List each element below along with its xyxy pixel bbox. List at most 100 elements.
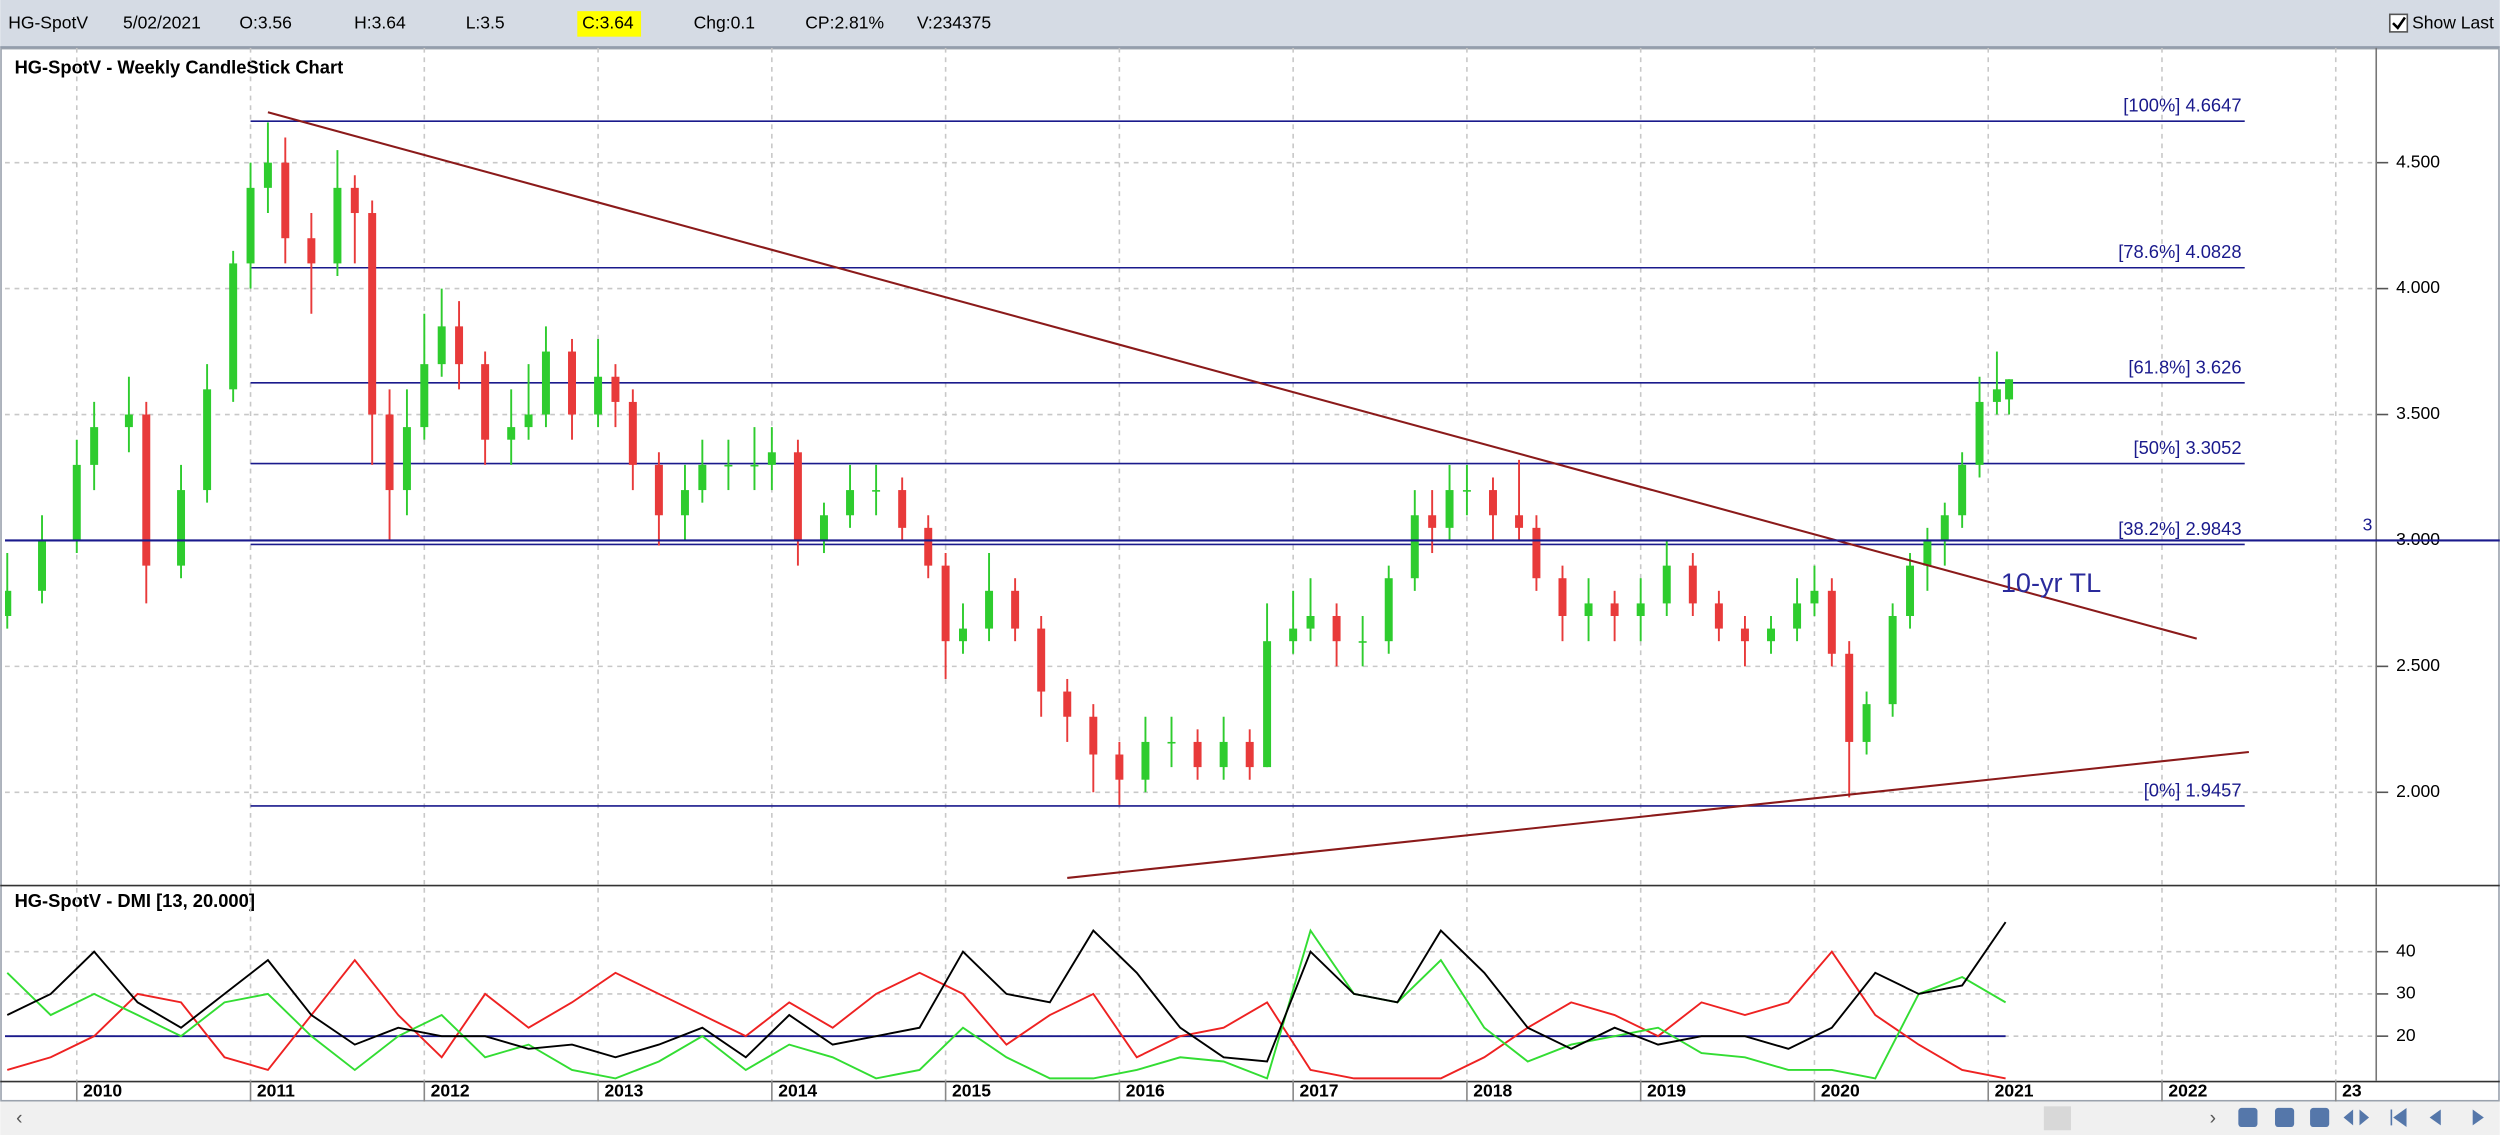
candle-body bbox=[307, 238, 316, 264]
change: Chg:0.1 bbox=[694, 13, 755, 33]
x-tick-label: 2012 bbox=[431, 1081, 470, 1101]
fib-label: [78.6%] 4.0828 bbox=[2118, 241, 2241, 262]
candle-body bbox=[680, 490, 689, 516]
fit-button[interactable] bbox=[2343, 1109, 2370, 1126]
candle-body bbox=[1662, 565, 1671, 604]
candle-body bbox=[368, 213, 377, 415]
candle-body bbox=[1167, 741, 1176, 744]
fib-label: [38.2%] 2.9843 bbox=[2118, 518, 2241, 539]
fib-label: [0%] 1.9457 bbox=[2144, 779, 2242, 800]
prev-button[interactable] bbox=[2429, 1109, 2441, 1126]
candle-body bbox=[1358, 641, 1367, 643]
scroll-left[interactable]: ‹ bbox=[16, 1108, 22, 1129]
candle-body bbox=[229, 263, 238, 390]
candle-body bbox=[1428, 515, 1437, 528]
zoom-button[interactable] bbox=[2275, 1107, 2295, 1128]
close: C:3.64 bbox=[582, 13, 634, 33]
candle-body bbox=[124, 414, 133, 428]
candle-body bbox=[898, 490, 907, 528]
first-button[interactable] bbox=[2390, 1107, 2407, 1127]
candle-body bbox=[628, 401, 637, 465]
candle-body bbox=[1975, 401, 1984, 465]
volume: V:234375 bbox=[917, 13, 991, 33]
candle-body bbox=[1845, 653, 1854, 742]
zoom-button[interactable] bbox=[2310, 1107, 2330, 1128]
checkbox[interactable] bbox=[2388, 13, 2409, 33]
candle-body bbox=[1263, 641, 1272, 768]
show-last-label[interactable]: Show Last bbox=[2412, 13, 2494, 33]
candle-body bbox=[2005, 379, 2014, 400]
reference-label: 3 bbox=[2363, 515, 2373, 535]
candle-body bbox=[1558, 578, 1567, 617]
candle-body bbox=[263, 162, 272, 188]
candle-body bbox=[924, 527, 933, 566]
candle-body bbox=[281, 162, 290, 239]
scroll-right[interactable]: › bbox=[2210, 1108, 2216, 1129]
candle-body bbox=[1037, 628, 1046, 692]
candle-body bbox=[1488, 490, 1497, 516]
candle-body bbox=[350, 187, 359, 214]
candle-body bbox=[1810, 590, 1819, 604]
candle-body bbox=[455, 326, 464, 365]
next-button[interactable] bbox=[2472, 1109, 2484, 1126]
candle-body bbox=[1515, 515, 1524, 528]
chart-layer: [100%] 4.6647 [78.6%] 4.0828 [61.8%] 3.626… bbox=[5, 47, 2500, 1102]
y-tick-label: 3.000 bbox=[2396, 529, 2440, 549]
candle-body bbox=[203, 389, 212, 491]
candle-body bbox=[5, 590, 12, 617]
candle-body bbox=[1940, 515, 1949, 541]
candle-body bbox=[985, 590, 994, 629]
y-tick-label: 4.500 bbox=[2396, 151, 2440, 171]
x-tick-label: 2010 bbox=[83, 1081, 122, 1101]
trendline bbox=[267, 111, 2198, 640]
x-tick-label: 2019 bbox=[1647, 1081, 1686, 1101]
candle-body bbox=[1141, 741, 1150, 780]
candle-body bbox=[1063, 691, 1072, 717]
show-last-toggle[interactable]: Show Last bbox=[2388, 13, 2494, 33]
candle-body bbox=[872, 490, 881, 492]
candle-body bbox=[1532, 527, 1541, 579]
candle-body bbox=[420, 364, 429, 428]
open: O:3.56 bbox=[239, 13, 292, 33]
candle-body bbox=[724, 464, 733, 467]
candle-body bbox=[654, 464, 663, 516]
dmi-title: HG-SpotV - DMI [13, 20.000] bbox=[15, 890, 255, 911]
candle-body bbox=[1827, 590, 1836, 654]
zoom-button[interactable] bbox=[2238, 1107, 2258, 1128]
candle-body bbox=[1193, 741, 1202, 768]
candle-body bbox=[333, 187, 342, 264]
plot-area bbox=[5, 887, 2373, 1081]
x-tick-label: 2015 bbox=[952, 1081, 991, 1101]
high: H:3.64 bbox=[354, 13, 406, 33]
x-tick-label: 2014 bbox=[778, 1081, 817, 1101]
candle-body bbox=[594, 376, 603, 415]
x-tick-label: 2018 bbox=[1473, 1081, 1512, 1101]
candle-body bbox=[1906, 565, 1915, 617]
candle-body bbox=[507, 427, 516, 440]
candle-body bbox=[1115, 754, 1124, 780]
check-mark bbox=[2392, 16, 2406, 30]
date: 5/02/2021 bbox=[123, 13, 201, 33]
trendline-label: 10-yr TL bbox=[2001, 567, 2101, 598]
y-tick-label: 3.500 bbox=[2396, 403, 2440, 423]
fib-label: [50%] 3.3052 bbox=[2133, 437, 2241, 458]
close-highlight bbox=[577, 11, 642, 37]
candle-body bbox=[1289, 628, 1298, 642]
dmi-line bbox=[6, 950, 2006, 1080]
candle-body bbox=[819, 515, 828, 541]
candle-body bbox=[1445, 490, 1454, 528]
candle-body bbox=[1306, 616, 1315, 629]
candle-body bbox=[1089, 716, 1098, 755]
y-tick-label: 30 bbox=[2396, 983, 2416, 1003]
scroll-thumb[interactable] bbox=[2043, 1106, 2071, 1131]
candle-body bbox=[1332, 616, 1341, 642]
candle-body bbox=[1793, 603, 1802, 629]
candle-body bbox=[1992, 389, 2001, 402]
candle-body bbox=[90, 427, 99, 465]
y-tick-label: 2.500 bbox=[2396, 655, 2440, 675]
candle-body bbox=[1636, 603, 1645, 617]
fib-label: [100%] 4.6647 bbox=[2123, 95, 2241, 116]
y-tick-label: 2.000 bbox=[2396, 781, 2440, 801]
